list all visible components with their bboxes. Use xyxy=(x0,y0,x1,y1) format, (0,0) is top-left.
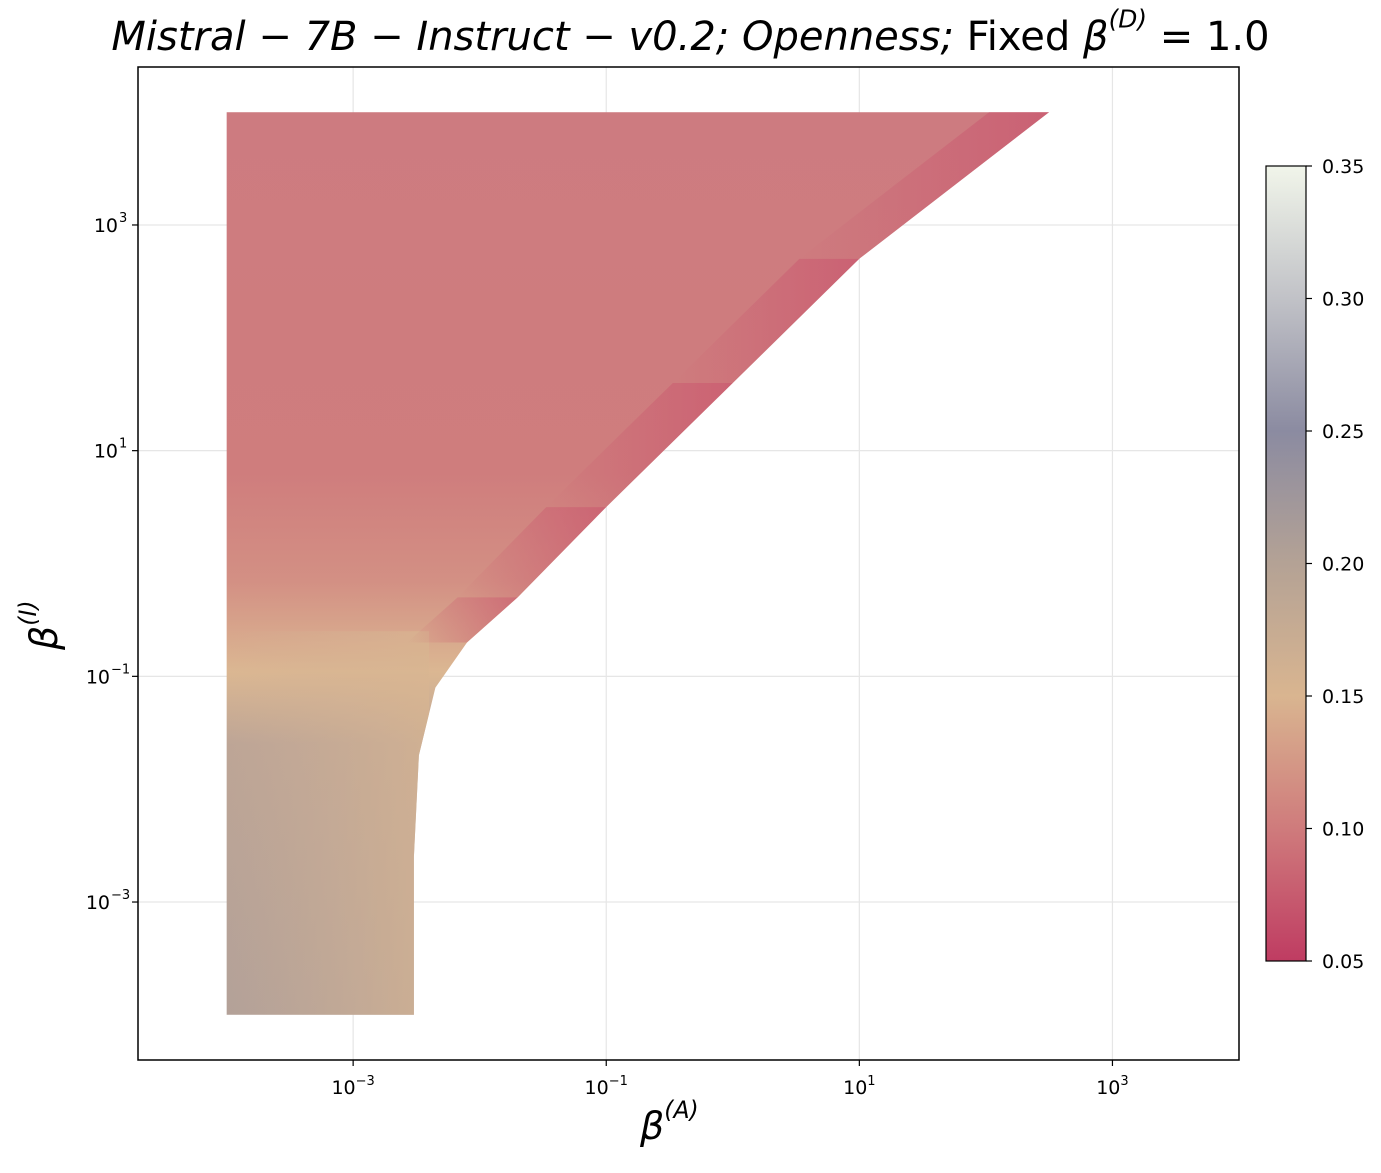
title-fixed: Fixed xyxy=(966,14,1071,60)
colorbar-ticks: 0.05 0.10 0.15 0.20 0.25 0.30 0.35 xyxy=(1306,156,1364,973)
heatmap-edge-shade xyxy=(799,112,1050,259)
x-axis: 10−3 10−1 101 103 xyxy=(331,1060,1129,1099)
heatmap-edge-shade xyxy=(407,597,518,643)
colorbar-tick-label: 0.20 xyxy=(1322,554,1364,576)
y-axis-label-text: β(I) xyxy=(13,600,66,650)
heatmap-edge-shade xyxy=(672,258,860,383)
title-trait: Openness; xyxy=(741,14,954,60)
colorbar-tick-label: 0.35 xyxy=(1322,156,1364,178)
plot-frame xyxy=(137,66,1240,1061)
y-tick-exponent: 3 xyxy=(119,211,127,226)
y-tick-label: 10 xyxy=(94,441,118,463)
colorbar: 0.05 0.10 0.15 0.20 0.25 0.30 0.35 xyxy=(1265,156,1364,973)
y-tick-exponent: 1 xyxy=(119,437,127,452)
x-tick-label: 101 xyxy=(843,1074,875,1099)
title-fixed-value: = 1.0 xyxy=(1159,14,1270,60)
colorbar-tick-label: 0.25 xyxy=(1322,421,1364,443)
heatmap-warm-band xyxy=(226,631,430,1015)
colorbar-gradient xyxy=(1265,165,1307,962)
heatmap-region xyxy=(226,112,1050,1015)
heatmap-edge-shade xyxy=(546,382,733,508)
title-fixed-symbol: β xyxy=(1083,14,1109,60)
y-tick-exponent: −1 xyxy=(111,662,130,677)
y-axis-label: β(I) xyxy=(13,600,66,650)
y-tick-label: 10 xyxy=(94,215,118,237)
colorbar-tick-label: 0.10 xyxy=(1322,819,1364,841)
y-tick-label: 10 xyxy=(86,666,110,688)
heatmap-fill xyxy=(226,112,1050,1015)
title-fixed-sup: (D) xyxy=(1108,4,1148,34)
x-tick-label: 10−1 xyxy=(585,1074,628,1099)
x-axis-label-text: β(A) xyxy=(640,1095,699,1148)
colorbar-tick-label: 0.05 xyxy=(1322,951,1364,973)
title-model: Mistral − 7B − Instruct − v0.2; xyxy=(111,14,730,60)
colorbar-tick-label: 0.15 xyxy=(1322,686,1364,708)
heatmap-edge-shade xyxy=(457,507,607,598)
chart-title: Mistral − 7B − Instruct − v0.2; Openness… xyxy=(0,7,1381,60)
y-tick-label: 10 xyxy=(86,892,110,914)
x-axis-label: β(A) xyxy=(640,1095,699,1148)
y-tick-exponent: −3 xyxy=(111,888,130,903)
x-tick-label: 10−3 xyxy=(331,1074,374,1099)
x-tick-label: 103 xyxy=(1096,1074,1128,1099)
colorbar-tick-label: 0.30 xyxy=(1322,289,1364,311)
